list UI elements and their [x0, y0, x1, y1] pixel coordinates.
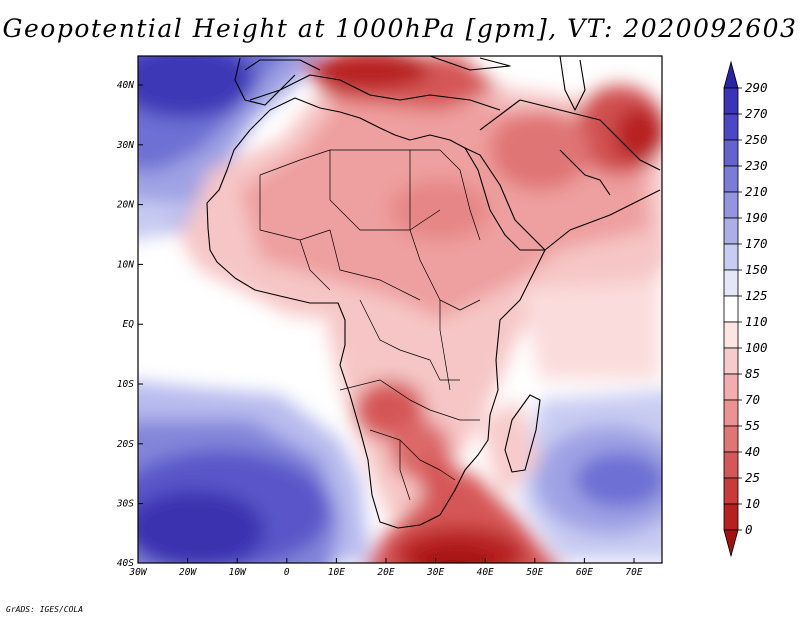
colorbar-swatch: [723, 503, 739, 531]
colorbar-bottom-arrow: [723, 529, 739, 558]
colorbar-swatch: [723, 425, 739, 453]
colorbar-swatch: [723, 451, 739, 479]
colorbar-swatch: [723, 113, 739, 141]
lat-label: 30S: [116, 499, 134, 510]
colorbar-swatch: [723, 347, 739, 375]
colorbar-label: 100: [745, 340, 768, 355]
colorbar-swatch: [723, 165, 739, 193]
credit-text: GrADS: IGES/COLA: [6, 605, 84, 614]
colorbar: 2902702502302101901701501251101008570554…: [723, 60, 768, 558]
longitude-axis: 30W 20W 10W 0 10E 20E 30E 40E 50E 60E 70E: [128, 558, 643, 578]
colorbar-swatch: [723, 191, 739, 219]
coastlines: [206, 56, 661, 529]
lat-label: EQ: [123, 319, 135, 330]
colorbar-swatch: [723, 477, 739, 505]
colorbar-label: 210: [745, 184, 768, 199]
colorbar-label: 230: [745, 158, 768, 173]
lon-label: 60E: [576, 567, 593, 578]
colorbar-swatch: [723, 399, 739, 427]
lon-label: 30E: [426, 567, 444, 578]
lat-label: 10N: [117, 259, 134, 270]
colorbar-top-arrow: [723, 60, 739, 89]
colorbar-label: 190: [745, 210, 768, 225]
lon-label: 50E: [526, 567, 543, 578]
colorbar-label: 55: [745, 418, 760, 433]
colorbar-swatch: [723, 87, 739, 115]
lat-label: 40N: [117, 80, 134, 91]
lon-label: 30W: [128, 567, 147, 578]
lon-label: 10W: [229, 567, 247, 578]
lon-label: 20W: [179, 567, 197, 578]
lon-label: 40E: [477, 567, 494, 578]
lat-label: 20S: [117, 439, 134, 450]
colorbar-label: 290: [745, 80, 768, 95]
colorbar-label: 170: [745, 236, 768, 251]
latitude-axis: 40N 30N 20N 10N EQ 10S 20S 30S 40S: [116, 80, 143, 569]
colorbar-swatch: [723, 243, 739, 271]
lon-label: 70E: [625, 567, 642, 578]
lat-label: 20N: [117, 200, 134, 211]
height-field: [138, 56, 662, 563]
colorbar-label: 150: [745, 262, 768, 277]
colorbar-swatch: [723, 321, 739, 349]
colorbar-label: 10: [745, 496, 760, 511]
colorbar-label: 40: [745, 444, 760, 459]
colorbar-label: 25: [745, 470, 760, 485]
colorbar-label: 270: [745, 106, 768, 121]
colorbar-label: 70: [745, 392, 760, 407]
plot-frame: [137, 55, 663, 564]
map-title: Geopotential Height at 1000hPa [gpm], VT…: [2, 14, 798, 43]
lat-label: 40S: [117, 558, 134, 569]
colorbar-label: 110: [745, 314, 768, 329]
colorbar-swatch: [723, 295, 739, 323]
colorbar-swatch: [723, 269, 739, 297]
colorbar-swatch: [723, 217, 739, 245]
colorbar-label: 0: [745, 522, 753, 537]
lon-label: 10E: [328, 567, 345, 578]
lon-label: 20E: [377, 567, 394, 578]
colorbar-label: 125: [745, 288, 768, 303]
colorbar-label: 85: [745, 366, 760, 381]
lat-label: 10S: [117, 379, 134, 390]
colorbar-label: 250: [745, 132, 768, 147]
lat-label: 30N: [116, 140, 134, 151]
colorbar-swatch: [723, 139, 739, 167]
colorbar-swatch: [723, 373, 739, 401]
lon-label: 0: [284, 567, 290, 578]
